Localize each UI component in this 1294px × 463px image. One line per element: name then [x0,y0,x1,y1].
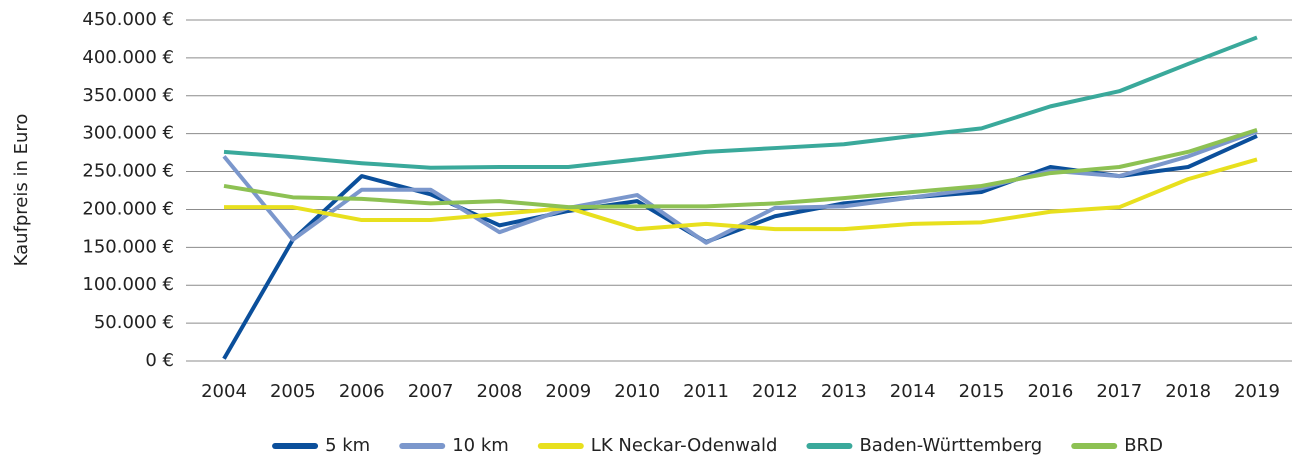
y-tick-label: 0 € [145,350,174,371]
x-tick-label: 2016 [1027,381,1073,402]
legend-label: LK Neckar-Odenwald [591,435,778,456]
y-tick-label: 200.000 € [82,198,174,219]
y-tick-label: 400.000 € [82,47,174,68]
legend-label: Baden-Württemberg [859,435,1042,456]
y-tick-label: 50.000 € [94,312,174,333]
x-tick-label: 2005 [270,381,316,402]
line-series [224,157,1258,232]
x-tick-label: 2007 [408,381,454,402]
x-tick-label: 2008 [477,381,523,402]
y-tick-label: 450.000 € [82,9,174,30]
y-tick-label: 150.000 € [82,236,174,257]
x-tick-label: 2014 [890,381,936,402]
x-tick-label: 2012 [752,381,798,402]
legend: 5 km 10 km LK Neckar-Odenwald Baden-Württem… [272,435,1163,456]
x-tick-label: 2011 [683,381,729,402]
y-tick-label: 350.000 € [82,85,174,106]
x-tick-label: 2004 [201,381,247,402]
legend-label: 10 km [452,435,509,456]
line-series [223,35,1258,170]
y-axis-label: Kaufpreis in Euro [11,114,32,267]
x-tick-label: 2015 [959,381,1005,402]
line-series [223,127,1258,210]
x-tick-label: 2009 [545,381,591,402]
y-tick-label: 250.000 € [82,161,174,182]
x-tick-label: 2017 [1096,381,1142,402]
x-tick-label: 2013 [821,381,867,402]
x-tick-label: 2006 [339,381,385,402]
x-tick-label: 2019 [1234,381,1280,402]
x-tick-label: 2018 [1165,381,1211,402]
legend-label: 5 km [325,435,370,456]
legend-label: BRD [1124,435,1163,456]
y-tick-label: 300.000 € [82,123,174,144]
x-tick-label: 2010 [614,381,660,402]
y-tick-label: 100.000 € [82,274,174,295]
